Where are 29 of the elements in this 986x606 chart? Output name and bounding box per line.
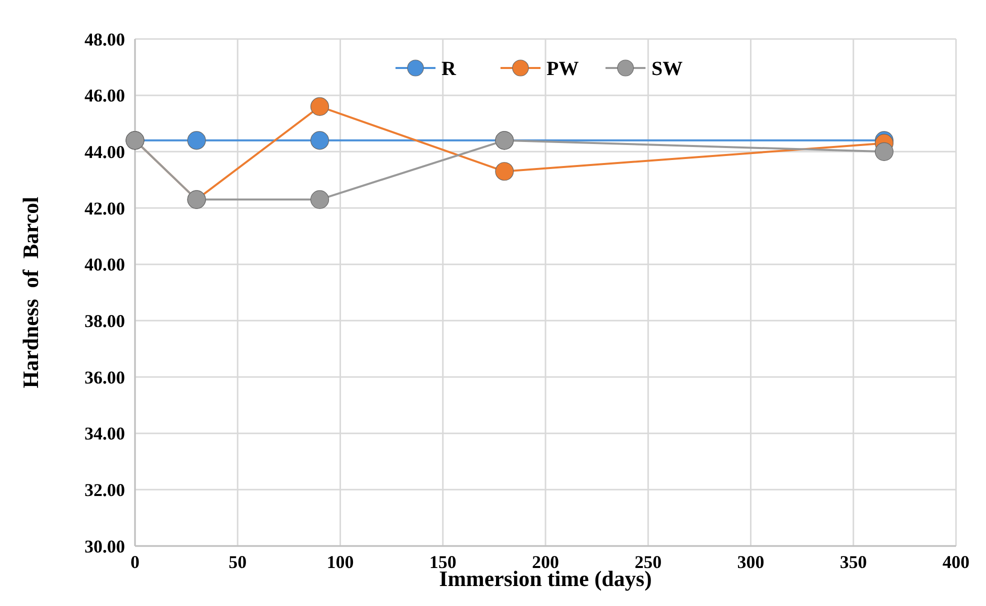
x-tick-label: 250 [634, 552, 662, 572]
point [495, 162, 514, 181]
y-tick-label: 44.00 [84, 142, 125, 162]
point [187, 131, 206, 150]
x-tick-label: 100 [326, 552, 354, 572]
x-tick-label: 50 [228, 552, 247, 572]
x-tick-label: 150 [429, 552, 456, 572]
y-tick-label: 36.00 [84, 367, 125, 388]
y-axis-title: Hardness of Barcol [18, 196, 43, 388]
y-tick-label: 42.00 [84, 198, 125, 218]
y-tick-label: 46.00 [84, 86, 125, 106]
legend-label: R [442, 58, 456, 80]
y-tick-label: 38.00 [84, 310, 125, 331]
y-tick-label: 40.00 [84, 254, 125, 275]
legend-label: PW [546, 58, 579, 80]
point [310, 131, 330, 150]
point [310, 97, 330, 116]
y-tick-label: 32.00 [84, 480, 125, 500]
legend-label: SW [652, 58, 683, 80]
x-tick-label: 300 [737, 552, 764, 572]
x-tick-label: 400 [942, 552, 970, 572]
point [310, 190, 330, 209]
y-tick-label: 34.00 [84, 424, 125, 444]
point [874, 142, 894, 161]
y-tick-label: 30.00 [84, 536, 125, 556]
y-tick-label: 48.00 [84, 29, 125, 50]
x-tick-label: 200 [532, 552, 559, 572]
x-tick-label: 350 [840, 552, 867, 572]
x-tick-label: 0 [130, 552, 140, 572]
